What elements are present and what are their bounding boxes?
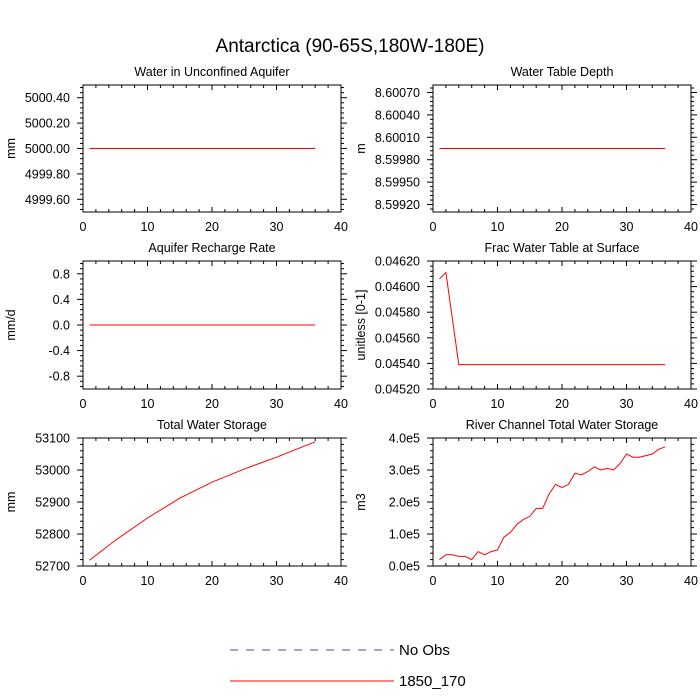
y-tick-label: 5000.40 [25, 91, 70, 105]
x-tick-label: 10 [491, 220, 505, 234]
x-tick-label: 40 [334, 574, 348, 588]
x-tick-label: 0 [80, 397, 87, 411]
panel-title: River Channel Total Water Storage [466, 418, 659, 432]
x-tick-label: 10 [491, 397, 505, 411]
x-tick-label: 20 [555, 574, 569, 588]
x-tick-label: 40 [334, 397, 348, 411]
panel-title: Water Table Depth [511, 65, 614, 79]
y-tick-label: 0.04540 [375, 357, 420, 371]
y-tick-label: 0.0e5 [389, 560, 420, 574]
y-tick-label: 3.0e5 [389, 464, 420, 478]
y-tick-label: 0.04520 [375, 383, 420, 397]
y-tick-label: 5000.00 [25, 142, 70, 156]
series-line-1850_170 [439, 446, 666, 561]
x-tick-label: 30 [620, 220, 634, 234]
x-tick-label: 30 [270, 220, 284, 234]
y-axis-label: m [354, 143, 368, 153]
y-tick-label: 4999.80 [25, 167, 70, 181]
y-tick-label: 8.59980 [375, 153, 420, 167]
y-tick-label: 8.59920 [375, 198, 420, 212]
x-tick-label: 0 [430, 574, 437, 588]
y-axis-label: mm/d [4, 309, 18, 340]
x-tick-label: 0 [430, 220, 437, 234]
x-tick-label: 0 [430, 397, 437, 411]
panel-6: River Channel Total Water Storage 0 10 20 30… [354, 418, 698, 588]
y-axis-label: mm [4, 138, 18, 159]
panel-1: Water in Unconfined Aquifer 0 10 20 30 40 4999… [4, 65, 348, 234]
y-tick-label: 4999.60 [25, 193, 70, 207]
series-line-1850_170 [89, 441, 316, 561]
y-tick-label: 53100 [35, 432, 70, 446]
x-tick-label: 0 [80, 574, 87, 588]
y-tick-label: 5000.20 [25, 117, 70, 131]
panel-title: Total Water Storage [157, 418, 267, 432]
panel-4: Frac Water Table at Surface 0 10 20 30 40 0.04… [354, 241, 698, 411]
panel-title: Frac Water Table at Surface [485, 241, 640, 255]
panel-title: Aquifer Recharge Rate [148, 241, 275, 255]
plot-frame [432, 437, 692, 567]
y-tick-label: -0.8 [48, 370, 70, 384]
y-tick-label: 52700 [35, 560, 70, 574]
x-tick-label: 40 [684, 574, 698, 588]
y-tick-label: 8.60070 [375, 86, 420, 100]
y-tick-label: 4.0e5 [389, 432, 420, 446]
x-tick-label: 10 [141, 397, 155, 411]
legend: No Obs 1850_170 [230, 642, 466, 690]
y-tick-label: 8.59950 [375, 176, 420, 190]
x-tick-label: 10 [141, 574, 155, 588]
legend-label-model: 1850_170 [399, 673, 466, 690]
y-tick-label: 0.04620 [375, 255, 420, 269]
y-axis-label: mm [4, 492, 18, 513]
y-tick-label: 0.8 [53, 267, 70, 281]
x-tick-label: 30 [620, 397, 634, 411]
y-tick-label: 8.60010 [375, 131, 420, 145]
x-tick-label: 10 [141, 220, 155, 234]
plot-frame [432, 260, 692, 390]
x-tick-label: 20 [205, 220, 219, 234]
x-tick-label: 30 [270, 574, 284, 588]
figure-title: Antarctica (90-65S,180W-180E) [216, 36, 485, 57]
x-tick-label: 40 [334, 220, 348, 234]
y-tick-label: -0.4 [48, 344, 70, 358]
y-tick-label: 0.04560 [375, 331, 420, 345]
series-line-1850_170 [439, 271, 666, 366]
x-tick-label: 30 [270, 397, 284, 411]
y-tick-label: 0.04600 [375, 280, 420, 294]
x-tick-label: 40 [684, 397, 698, 411]
x-tick-label: 0 [80, 220, 87, 234]
y-tick-label: 2.0e5 [389, 496, 420, 510]
y-tick-label: 52800 [35, 528, 70, 542]
panel-2: Water Table Depth 0 10 20 30 40 8.59920 8.59950… [354, 65, 698, 234]
x-tick-label: 20 [555, 397, 569, 411]
legend-label-obs: No Obs [399, 642, 450, 659]
x-tick-label: 40 [684, 220, 698, 234]
panel-3: Aquifer Recharge Rate 0 10 20 30 40 -0.8 -0.4 0.… [4, 241, 348, 411]
panel-title: Water in Unconfined Aquifer [134, 65, 289, 79]
x-tick-label: 20 [205, 574, 219, 588]
y-tick-label: 0.04580 [375, 306, 420, 320]
x-tick-label: 20 [205, 397, 219, 411]
x-tick-label: 30 [620, 574, 634, 588]
y-tick-label: 8.60040 [375, 108, 420, 122]
y-tick-label: 53000 [35, 464, 70, 478]
y-axis-label: unitless [0-1] [354, 290, 368, 361]
x-tick-label: 20 [555, 220, 569, 234]
y-tick-label: 0.0 [53, 319, 70, 333]
plot-frame [82, 437, 342, 567]
panel-5: Total Water Storage 0 10 20 30 40 52700 52800 52… [4, 418, 348, 588]
x-tick-label: 10 [491, 574, 505, 588]
panels-group: Water in Unconfined Aquifer 0 10 20 30 40 4999… [4, 65, 698, 588]
y-tick-label: 1.0e5 [389, 528, 420, 542]
y-axis-label: m3 [354, 493, 368, 510]
y-tick-label: 52900 [35, 496, 70, 510]
y-tick-label: 0.4 [53, 293, 70, 307]
